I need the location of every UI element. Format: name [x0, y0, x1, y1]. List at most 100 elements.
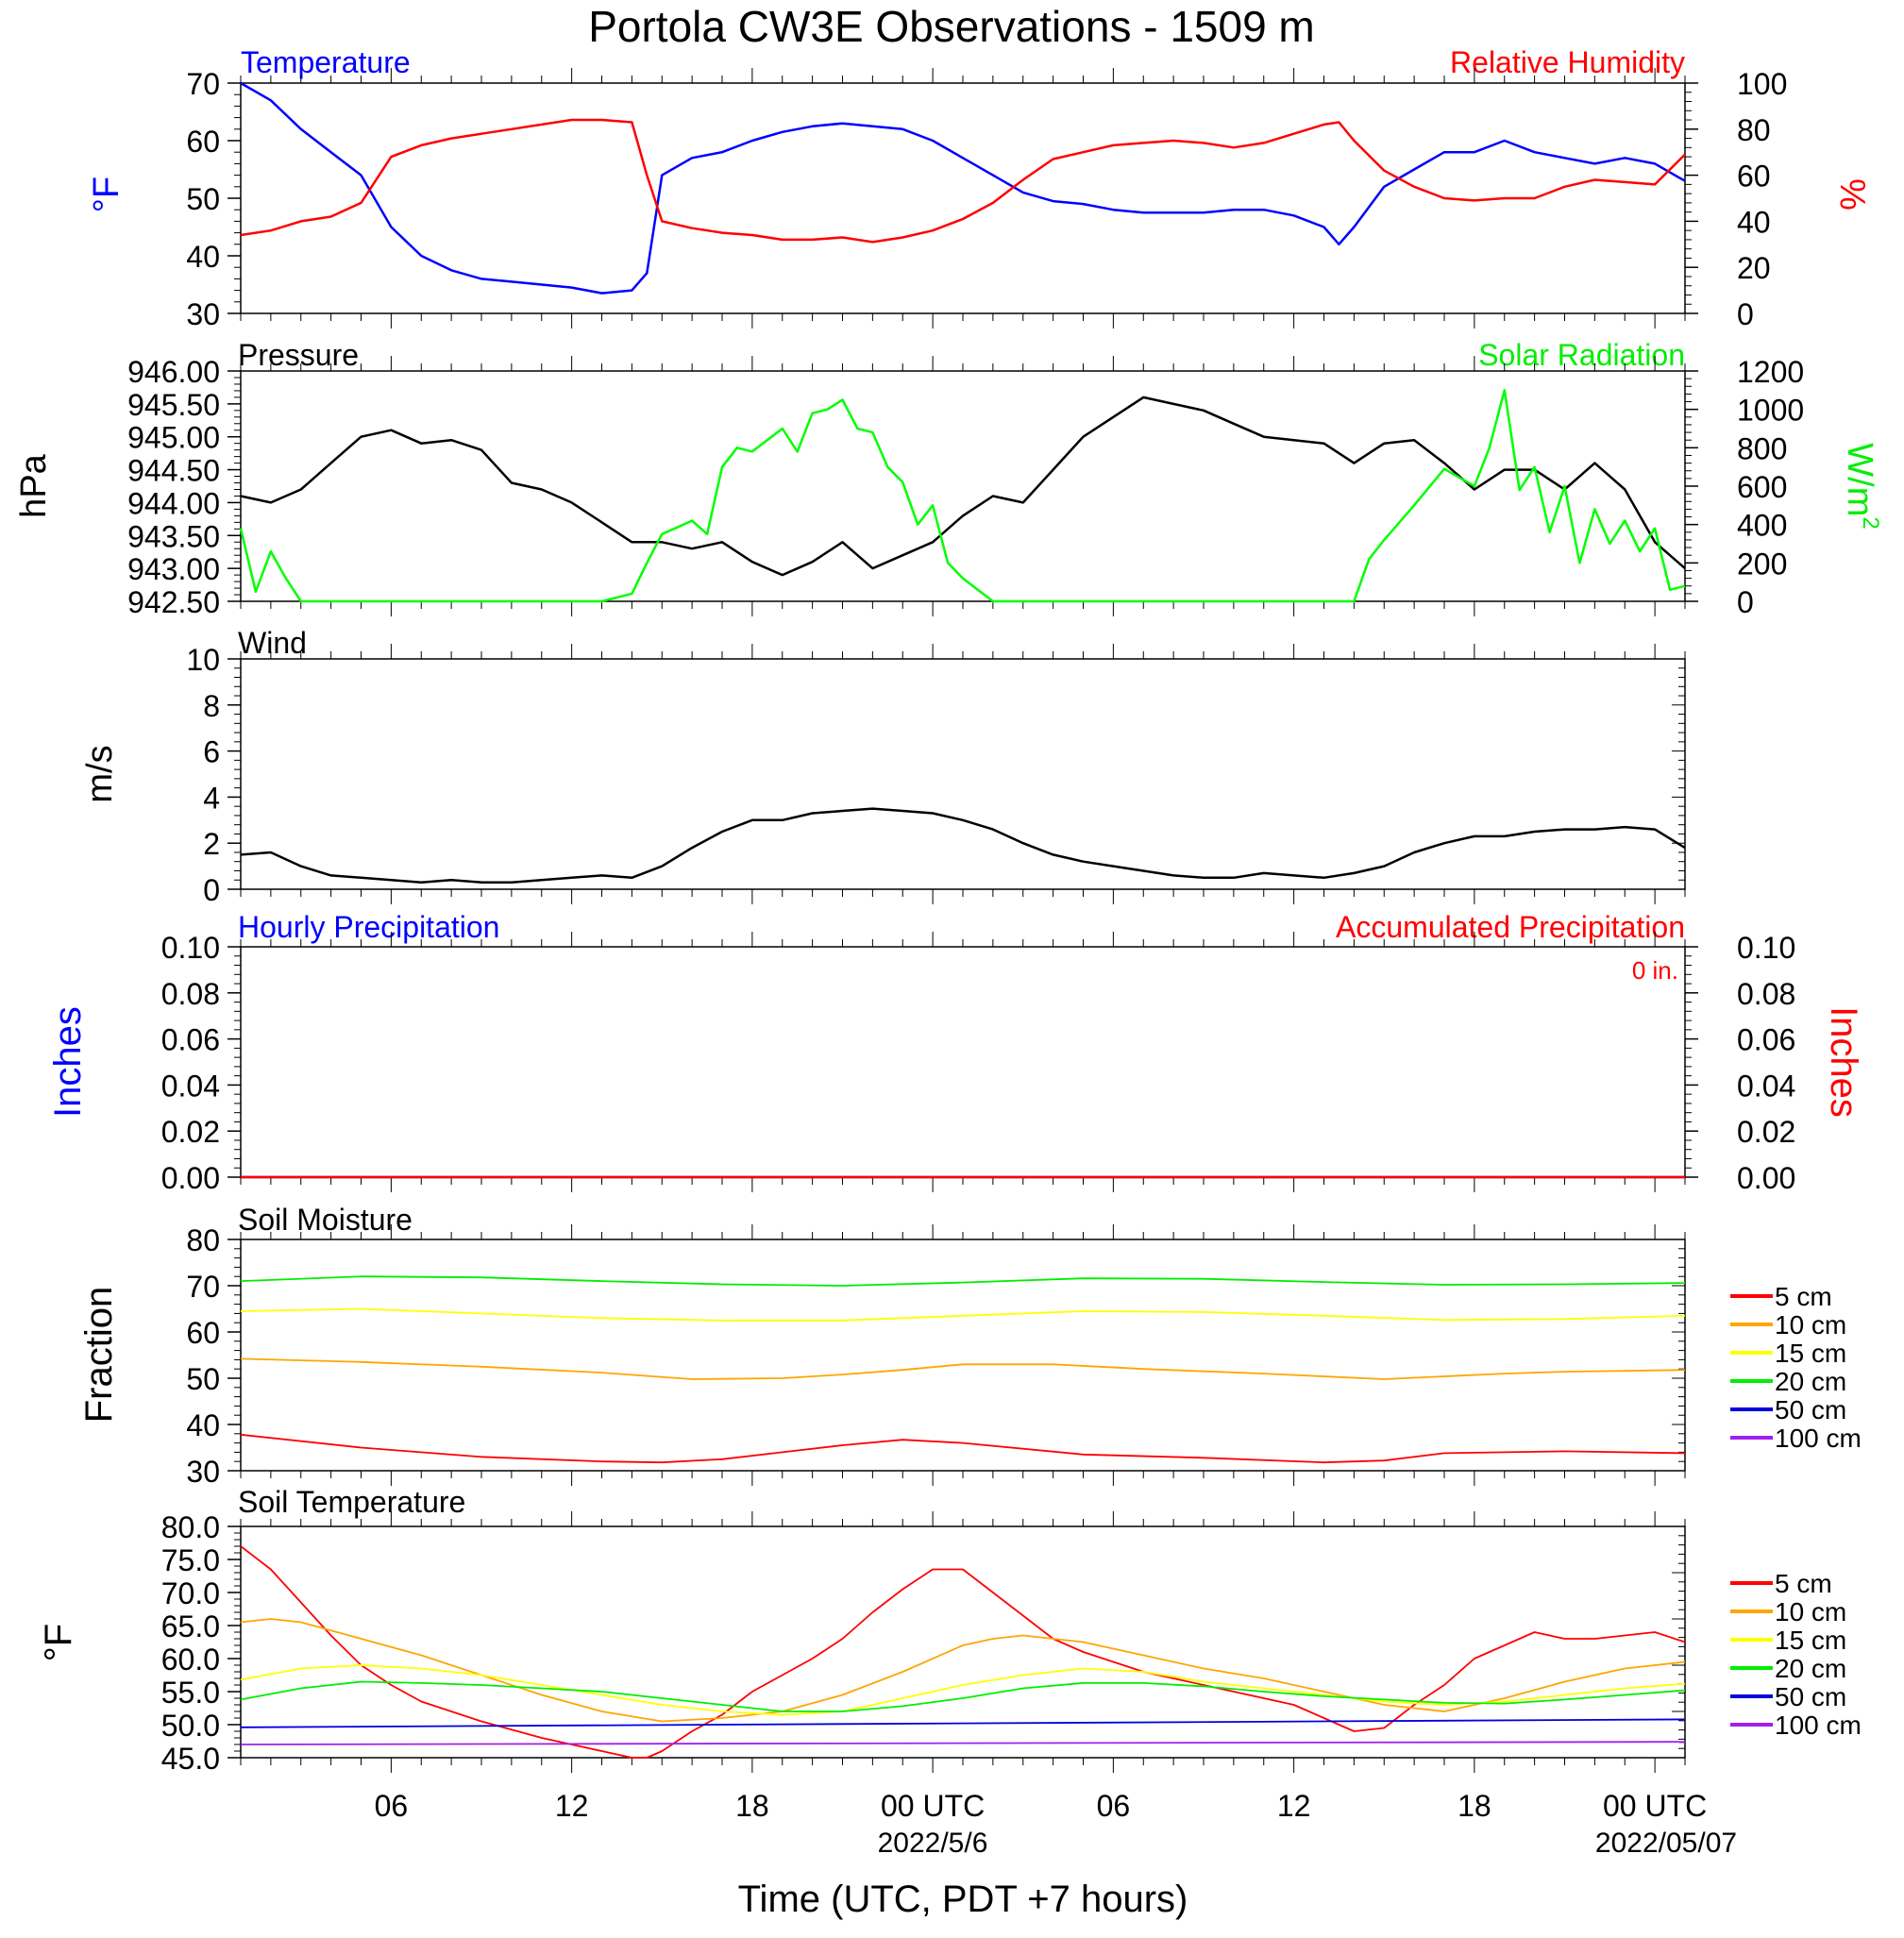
right-tick-label: 0.10 [1737, 931, 1795, 965]
pressure-solar-series [239, 389, 1686, 603]
right-tick-label: 20 [1737, 251, 1771, 285]
right-tick-label: 400 [1737, 509, 1787, 543]
right-tick-label: 600 [1737, 470, 1787, 504]
accum-precip-title: Accumulated Precipitation [1336, 910, 1685, 944]
left-tick-label: 80.0 [161, 1510, 220, 1544]
series-temperature [240, 81, 1686, 295]
left-tick-label: 943.00 [127, 552, 220, 586]
soil-temp-unit: °F [38, 1624, 79, 1661]
right-tick-label: 0 [1737, 297, 1754, 331]
left-tick-label: 0.04 [161, 1069, 220, 1103]
humidity-axis-ticks: 100 80 60 40 20 0 [1685, 67, 1787, 331]
legend-label: 5 cm [1775, 1569, 1832, 1598]
left-tick-label: 50 [186, 182, 220, 216]
left-tick-label: 945.00 [127, 421, 220, 455]
x-tick-label: 12 [555, 1789, 589, 1823]
precip-left-unit: Inches [47, 1006, 89, 1118]
left-tick-label: 60.0 [161, 1643, 220, 1677]
legend-label: 5 cm [1775, 1282, 1832, 1311]
right-tick-label: 200 [1737, 547, 1787, 581]
panel-pressure-solar: Pressure Solar Radiation hPa W/m2 946.00… [14, 338, 1883, 619]
date-label-1: 2022/5/6 [878, 1828, 988, 1859]
left-tick-label: 0.10 [161, 931, 220, 965]
left-tick-label: 0.00 [161, 1161, 220, 1195]
left-tick-label: 8 [203, 689, 220, 723]
right-tick-label: 0.02 [1737, 1115, 1795, 1149]
left-tick-label: 55.0 [161, 1676, 220, 1710]
temperature-title: Temperature [241, 45, 411, 79]
left-tick-label: 60 [186, 125, 220, 159]
soil-moisture-series [240, 1275, 1686, 1464]
left-tick-label: 70 [186, 67, 220, 101]
left-tick-label: 0.02 [161, 1115, 220, 1149]
solar-title: Solar Radiation [1478, 338, 1685, 372]
panel-temp-rh: Temperature Relative Humidity °F % 70 60 5… [87, 45, 1872, 331]
right-tick-label: 0.06 [1737, 1023, 1795, 1057]
series-5-cm [240, 1545, 1686, 1759]
left-tick-label: 50.0 [161, 1709, 220, 1743]
x-tick-label: 18 [735, 1789, 769, 1823]
series-10-cm [240, 1357, 1686, 1380]
solar-unit-sup: 2 [1858, 516, 1883, 529]
left-tick-label: 2 [203, 827, 220, 861]
soil-temp-series [240, 1545, 1686, 1759]
temperature-unit: °F [87, 177, 126, 212]
series-relative-humidity [240, 118, 1686, 244]
left-tick-label: 60 [186, 1316, 220, 1350]
pressure-title: Pressure [238, 338, 359, 372]
legend-label: 15 cm [1775, 1339, 1846, 1368]
soil-temp-title: Soil Temperature [238, 1485, 465, 1519]
legend-label: 10 cm [1775, 1597, 1846, 1626]
left-tick-label: 80 [186, 1223, 220, 1257]
left-tick-label: 30 [186, 297, 220, 331]
temperature-axis-ticks: 70 60 50 40 30 [186, 67, 1686, 331]
pressure-axis-ticks: 946.00945.50945.00944.50944.00943.50943.… [127, 355, 1686, 619]
right-tick-label: 0 [1737, 585, 1754, 619]
x-tick-label: 18 [1457, 1789, 1491, 1823]
series-10-cm [240, 1618, 1686, 1723]
hourly-precip-title: Hourly Precipitation [238, 910, 499, 944]
left-tick-label: 70 [186, 1270, 220, 1304]
legend-label: 50 cm [1775, 1395, 1846, 1424]
right-tick-label: 1200 [1737, 355, 1804, 389]
left-tick-label: 30 [186, 1455, 220, 1489]
precip-total-label: 0 in. [1632, 956, 1678, 985]
x-tick-label: 06 [1097, 1789, 1131, 1823]
left-tick-label: 942.50 [127, 585, 220, 619]
left-tick-label: 10 [186, 643, 220, 677]
panel-soil-temp: Soil Temperature °F 80.075.070.065.060.0… [38, 1485, 1862, 1776]
left-tick-label: 40 [186, 1408, 220, 1442]
legend-label: 10 cm [1775, 1310, 1846, 1340]
left-tick-label: 0.06 [161, 1023, 220, 1057]
solar-unit: W/m2 [1840, 443, 1883, 529]
series-15-cm [240, 1307, 1686, 1322]
x-tick-label: 06 [375, 1789, 409, 1823]
wind-series [240, 807, 1686, 884]
series-pressure [240, 396, 1686, 577]
legend-label: 50 cm [1775, 1682, 1846, 1711]
hourly-precip-axis-ticks: 0.10 0.08 0.06 0.04 0.02 0.00 [161, 931, 1686, 1195]
precip-right-unit: Inches [1823, 1006, 1864, 1118]
legend-label: 20 cm [1775, 1367, 1846, 1396]
left-tick-label: 70.0 [161, 1576, 220, 1610]
date-label-2: 2022/05/07 [1595, 1828, 1737, 1859]
left-tick-label: 45.0 [161, 1742, 220, 1776]
right-tick-label: 40 [1737, 205, 1771, 239]
left-tick-label: 943.50 [127, 519, 220, 553]
left-tick-label: 4 [203, 781, 220, 815]
series-15-cm [240, 1664, 1686, 1716]
series-50-cm [240, 1718, 1686, 1728]
left-tick-label: 50 [186, 1362, 220, 1396]
left-tick-label: 946.00 [127, 355, 220, 389]
x-axis-title: Time (UTC, PDT +7 hours) [738, 1879, 1188, 1920]
legend-label: 100 cm [1775, 1710, 1862, 1740]
panel-wind: Wind m/s 10 8 6 4 2 0 [80, 626, 1686, 907]
left-tick-label: 944.00 [127, 486, 220, 520]
series-100-cm [240, 1741, 1686, 1745]
left-tick-label: 40 [186, 240, 220, 274]
series-5-cm [240, 1433, 1686, 1464]
soil-moisture-unit: Fraction [78, 1287, 120, 1424]
